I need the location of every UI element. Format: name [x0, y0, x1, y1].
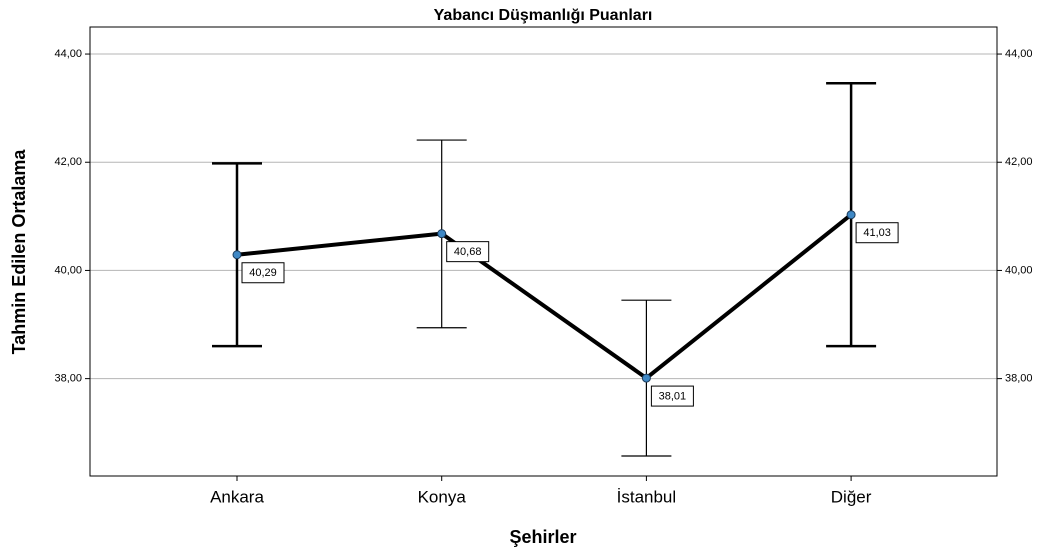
data-label: 40,68 [454, 246, 482, 258]
y-axis-label: Tahmin Edilen Ortalama [9, 149, 29, 355]
y-tick-label: 38,00 [54, 373, 82, 385]
point-marker [846, 210, 856, 220]
y2-tick-label: 38,00 [1005, 373, 1033, 385]
y-tick-label: 40,00 [54, 264, 82, 276]
chart-title: Yabancı Düşmanlığı Puanları [434, 7, 653, 24]
x-axis-label: Şehirler [509, 527, 576, 547]
y-tick-label: 42,00 [54, 156, 82, 168]
data-label-box [650, 385, 694, 407]
data-label-box [855, 222, 899, 244]
data-label: 41,03 [863, 227, 891, 239]
y2-tick-label: 40,00 [1005, 264, 1033, 276]
x-tick-label: Ankara [210, 487, 264, 506]
x-tick-label: İstanbul [617, 487, 677, 506]
series-line [236, 213, 853, 381]
y2-tick-label: 44,00 [1005, 48, 1033, 60]
data-label-box [241, 262, 285, 284]
plot-frame [89, 26, 998, 477]
x-tick-label: Konya [418, 487, 467, 506]
data-label: 40,29 [249, 267, 277, 279]
data-label: 38,01 [659, 390, 687, 402]
y2-tick-label: 42,00 [1005, 156, 1033, 168]
data-label-box [446, 241, 490, 263]
point-marker [437, 229, 447, 239]
point-marker [232, 250, 242, 260]
x-tick-label: Diğer [831, 487, 872, 506]
y-tick-label: 44,00 [54, 48, 82, 60]
point-marker [641, 373, 651, 383]
